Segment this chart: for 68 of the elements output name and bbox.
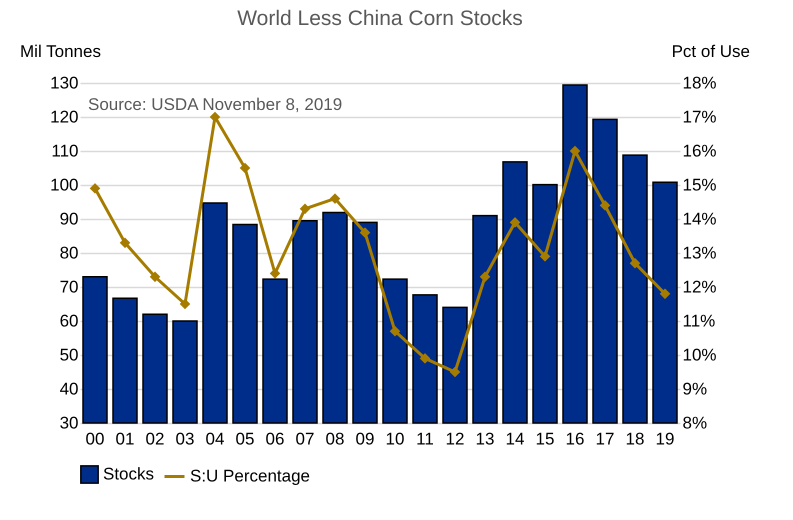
x-tick-label: 06 (266, 430, 284, 448)
y-tick-label: 80 (60, 244, 78, 262)
point (570, 146, 580, 156)
y-tick-label: 60 (60, 312, 78, 330)
point (150, 272, 160, 282)
y2-tick-label: 11% (682, 312, 716, 330)
point (450, 367, 460, 377)
x-tick-label: 15 (536, 430, 554, 448)
x-tick-label: 09 (356, 430, 374, 448)
x-tick-label: 02 (146, 430, 164, 448)
y-tick-label: 40 (60, 380, 78, 398)
x-tick-label: 18 (626, 430, 644, 448)
x-tick-label: 05 (236, 430, 254, 448)
x-tick-label: 17 (596, 430, 614, 448)
point (240, 163, 250, 173)
point (330, 194, 340, 204)
x-tick-label: 04 (206, 430, 224, 448)
x-tick-label: 12 (446, 430, 464, 448)
chart-title: World Less China Corn Stocks (237, 7, 523, 30)
x-tick-label: 19 (656, 430, 674, 448)
x-tick-label: 07 (296, 430, 314, 448)
y2-tick-label: 14% (682, 210, 717, 228)
legend-label: Stocks (103, 464, 154, 484)
y2-tick-label: 9% (682, 380, 708, 398)
y2-tick-label: 10% (682, 346, 717, 364)
y-tick-label: 50 (60, 346, 78, 364)
point (210, 112, 220, 122)
x-tick-label: 16 (566, 430, 584, 448)
y-tick-label: 30 (60, 414, 78, 432)
point (630, 258, 640, 268)
point (120, 238, 130, 248)
point (360, 228, 370, 238)
y2-tick-label: 8% (682, 414, 708, 432)
y2-tick-label: 16% (682, 142, 717, 160)
x-tick-label: 13 (476, 430, 494, 448)
y2-axis-title: Pct of Use (672, 42, 750, 61)
y-tick-label: 100 (50, 176, 78, 194)
y-tick-label: 130 (50, 74, 78, 92)
legend-label: S:U Percentage (190, 466, 310, 486)
y-tick-label: 70 (60, 278, 78, 296)
point (480, 272, 490, 282)
point (420, 354, 430, 364)
y2-tick-label: 15% (682, 176, 717, 194)
y-tick-label: 110 (51, 142, 78, 160)
y2-tick-label: 18% (682, 74, 717, 92)
point (660, 288, 670, 299)
y-axis-title: Mil Tonnes (20, 42, 101, 61)
point (180, 299, 190, 309)
x-tick-label: 10 (386, 430, 404, 448)
x-tick-label: 11 (416, 430, 434, 448)
point (270, 268, 280, 278)
y-tick-label: 90 (60, 210, 78, 228)
point (600, 200, 610, 210)
point (300, 204, 310, 214)
y2-tick-label: 13% (682, 244, 717, 262)
point (540, 252, 550, 262)
x-tick-label: 01 (116, 430, 134, 448)
annotation: Source: USDA November 8, 2019 (88, 95, 342, 114)
x-tick-label: 03 (176, 430, 194, 448)
y2-tick-label: 17% (682, 108, 717, 126)
point (390, 326, 400, 336)
y2-tick-label: 12% (682, 278, 717, 296)
y-tick-label: 120 (50, 108, 78, 126)
x-tick-label: 08 (326, 430, 344, 448)
point (90, 184, 100, 194)
point (510, 218, 520, 228)
x-tick-label: 14 (506, 430, 524, 448)
x-tick-label: 00 (86, 430, 104, 448)
